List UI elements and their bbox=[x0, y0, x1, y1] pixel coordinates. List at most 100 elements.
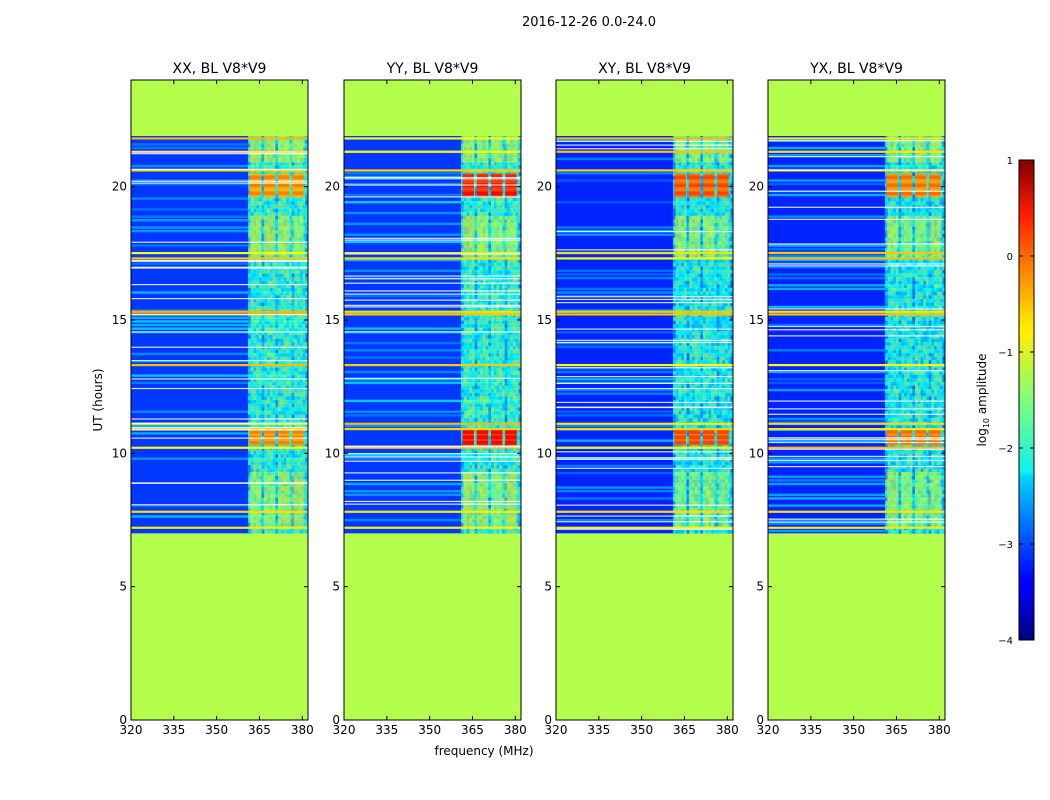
rfi-cell bbox=[275, 262, 279, 267]
rfi-cell bbox=[278, 529, 282, 534]
rfi-cell bbox=[297, 146, 301, 151]
rfi-cell bbox=[488, 349, 492, 354]
rfi-cell bbox=[518, 244, 522, 249]
rfi-cell bbox=[256, 244, 260, 249]
rfi-cell bbox=[507, 345, 511, 350]
background-stripe bbox=[131, 179, 308, 182]
rfi-cell bbox=[477, 146, 481, 151]
rfi-cell bbox=[496, 222, 500, 227]
rfi-cell bbox=[466, 417, 470, 422]
rfi-cell bbox=[267, 493, 271, 498]
rfi-cell bbox=[294, 247, 298, 252]
x-tick-label: 320 bbox=[120, 723, 143, 737]
rfi-cell bbox=[518, 486, 522, 491]
rfi-cell bbox=[493, 378, 497, 383]
rfi-cell bbox=[477, 341, 481, 346]
rfi-cell bbox=[299, 522, 303, 527]
rfi-cell bbox=[512, 486, 516, 491]
rfi-cell bbox=[510, 392, 514, 397]
rfi-cell bbox=[499, 258, 503, 263]
rfi-cell bbox=[302, 529, 306, 534]
burst-peak bbox=[249, 435, 261, 440]
rfi-cell bbox=[288, 305, 292, 310]
rfi-cell bbox=[261, 475, 265, 480]
rfi-cell bbox=[294, 161, 298, 166]
rfi-cell bbox=[280, 464, 284, 469]
rfi-cell bbox=[471, 464, 475, 469]
rfi-cell bbox=[499, 381, 503, 386]
rfi-cell bbox=[493, 208, 497, 213]
rfi-cell bbox=[272, 500, 276, 505]
rfi-cell bbox=[286, 157, 290, 162]
rfi-cell bbox=[250, 504, 254, 509]
rfi-cell bbox=[253, 262, 257, 267]
rfi-cell bbox=[488, 215, 492, 220]
rfi-cell bbox=[264, 497, 268, 502]
rfi-cell bbox=[272, 341, 276, 346]
rfi-cell bbox=[480, 489, 484, 494]
rfi-cell bbox=[280, 291, 284, 296]
rfi-cell bbox=[499, 331, 503, 336]
rfi-cell bbox=[469, 424, 473, 429]
flagged-row bbox=[131, 310, 308, 313]
rfi-cell bbox=[258, 287, 262, 292]
rfi-cell bbox=[291, 204, 295, 209]
rfi-cell bbox=[302, 457, 306, 462]
rfi-cell bbox=[488, 154, 492, 159]
rfi-cell bbox=[463, 143, 467, 148]
rfi-cell bbox=[250, 482, 254, 487]
rfi-cell bbox=[504, 464, 508, 469]
rfi-cell bbox=[501, 439, 505, 444]
rfi-cell bbox=[515, 428, 519, 433]
rfi-cell bbox=[469, 258, 473, 263]
rfi-cell bbox=[283, 381, 287, 386]
rfi-cell bbox=[288, 471, 292, 476]
rfi-cell bbox=[253, 352, 257, 357]
rfi-cell bbox=[250, 146, 254, 151]
rfi-cell bbox=[267, 331, 271, 336]
rfi-cell bbox=[264, 204, 268, 209]
rfi-cell bbox=[463, 385, 467, 390]
rfi-cell bbox=[256, 518, 260, 523]
rfi-cell bbox=[510, 457, 514, 462]
burst-peak bbox=[278, 440, 290, 445]
rfi-cell bbox=[518, 529, 522, 534]
rfi-cell bbox=[507, 201, 511, 206]
rfi-cell bbox=[275, 443, 279, 448]
rfi-cell bbox=[504, 457, 508, 462]
rfi-cell bbox=[485, 255, 489, 260]
rfi-cell bbox=[477, 226, 481, 231]
rfi-cell bbox=[485, 338, 489, 343]
rfi-cell bbox=[305, 182, 309, 187]
rfi-cell bbox=[474, 461, 478, 466]
rfi-cell bbox=[302, 201, 306, 206]
rfi-cell bbox=[297, 500, 301, 505]
rfi-cell bbox=[512, 352, 516, 357]
rfi-cell bbox=[501, 247, 505, 252]
rfi-cell bbox=[466, 341, 470, 346]
rfi-cell bbox=[466, 143, 470, 148]
rfi-cell bbox=[501, 482, 505, 487]
rfi-cell bbox=[482, 287, 486, 292]
rfi-cell bbox=[267, 367, 271, 372]
rfi-cell bbox=[269, 287, 273, 292]
rfi-cell bbox=[482, 345, 486, 350]
rfi-cell bbox=[469, 280, 473, 285]
background-stripe bbox=[344, 269, 521, 273]
rfi-cell bbox=[299, 450, 303, 455]
rfi-cell bbox=[471, 511, 475, 516]
rfi-cell bbox=[482, 489, 486, 494]
rfi-cell bbox=[264, 392, 268, 397]
rfi-cell bbox=[286, 424, 290, 429]
rfi-cell bbox=[283, 450, 287, 455]
rfi-cell bbox=[474, 482, 478, 487]
rfi-cell bbox=[288, 287, 292, 292]
rfi-cell bbox=[283, 273, 287, 278]
rfi-cell bbox=[469, 385, 473, 390]
rfi-cell bbox=[512, 482, 516, 487]
rfi-cell bbox=[461, 266, 465, 271]
rfi-cell bbox=[466, 305, 470, 310]
rfi-cell bbox=[250, 508, 254, 513]
rfi-cell bbox=[261, 518, 265, 523]
